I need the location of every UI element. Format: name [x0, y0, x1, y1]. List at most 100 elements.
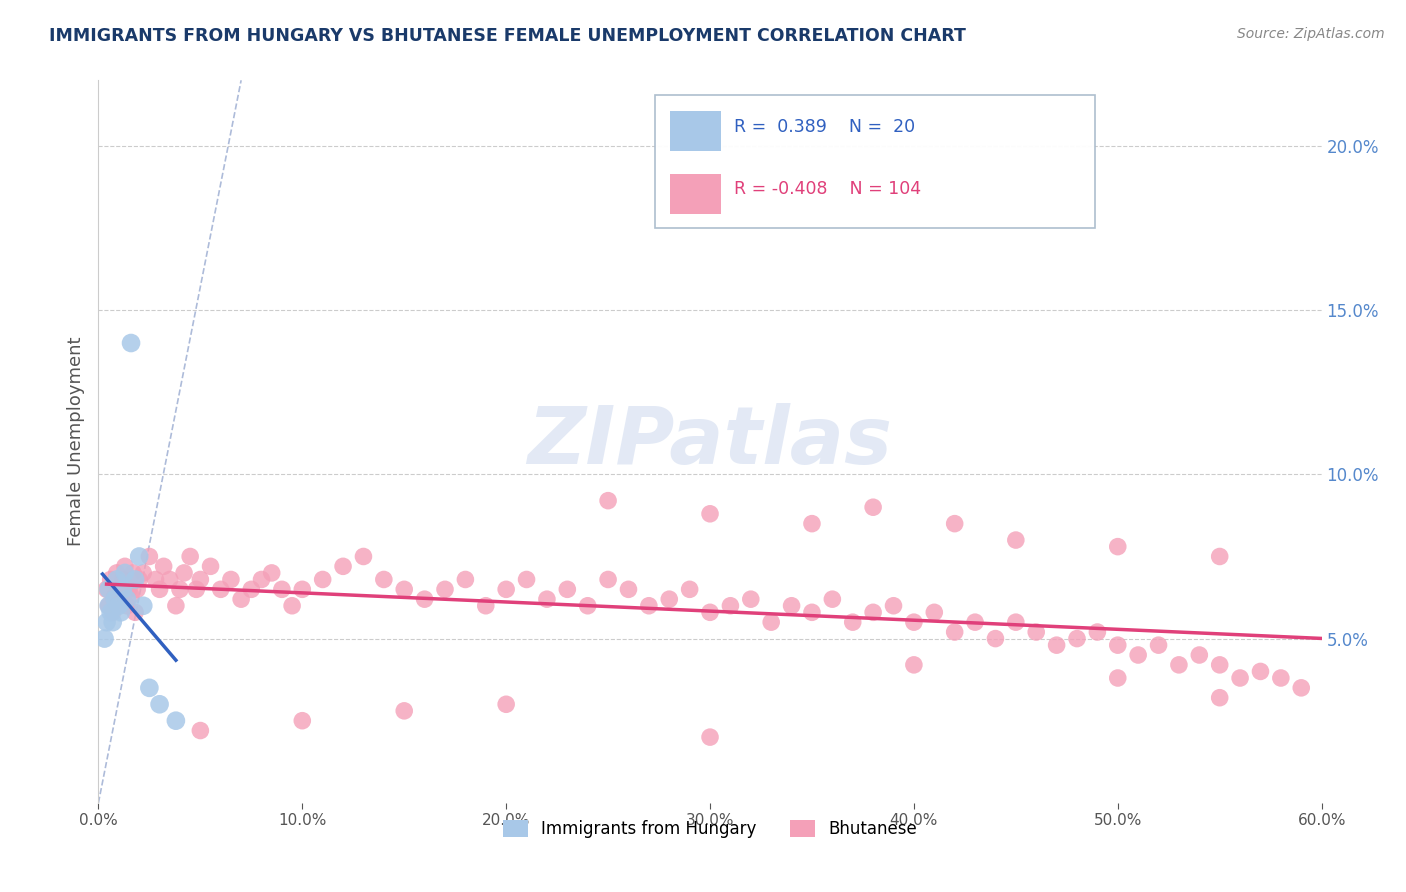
Bhutanese	[1270, 671, 1292, 685]
Bhutanese	[128, 573, 150, 587]
Bhutanese	[801, 605, 824, 619]
Bhutanese	[555, 582, 579, 597]
Immigrants from Hungary	[165, 714, 187, 728]
Bhutanese	[1004, 533, 1026, 547]
Bhutanese	[188, 573, 212, 587]
Text: R =  0.389    N =  20: R = 0.389 N = 20	[734, 119, 915, 136]
Immigrants from Hungary	[115, 592, 138, 607]
Immigrants from Hungary	[93, 632, 115, 646]
Bhutanese	[1209, 657, 1232, 672]
Immigrants from Hungary	[105, 573, 128, 587]
Bhutanese	[903, 657, 925, 672]
Bhutanese	[883, 599, 905, 613]
Immigrants from Hungary	[120, 336, 142, 351]
Bhutanese	[699, 605, 721, 619]
Bhutanese	[1045, 638, 1069, 652]
Bhutanese	[1147, 638, 1170, 652]
Bhutanese	[173, 566, 195, 580]
Bhutanese	[761, 615, 783, 630]
Bhutanese	[250, 573, 273, 587]
Bhutanese	[240, 582, 263, 597]
Immigrants from Hungary	[132, 599, 155, 613]
Bhutanese	[1107, 671, 1129, 685]
Bhutanese	[270, 582, 294, 597]
Bhutanese	[120, 589, 142, 603]
Bhutanese	[740, 592, 762, 607]
Legend: Immigrants from Hungary, Bhutanese: Immigrants from Hungary, Bhutanese	[496, 814, 924, 845]
Bhutanese	[434, 582, 457, 597]
Immigrants from Hungary	[108, 599, 131, 613]
Bhutanese	[922, 605, 945, 619]
Bhutanese	[127, 582, 149, 597]
Bhutanese	[114, 559, 136, 574]
Bhutanese	[1107, 540, 1129, 554]
Bhutanese	[169, 582, 191, 597]
Bhutanese	[1085, 625, 1108, 640]
Bhutanese	[780, 599, 803, 613]
FancyBboxPatch shape	[669, 112, 721, 151]
Bhutanese	[1128, 648, 1150, 662]
Bhutanese	[617, 582, 640, 597]
Bhutanese	[100, 573, 122, 587]
Bhutanese	[152, 559, 174, 574]
Bhutanese	[943, 625, 966, 640]
Bhutanese	[111, 573, 134, 587]
Bhutanese	[1188, 648, 1211, 662]
Bhutanese	[637, 599, 661, 613]
Bhutanese	[260, 566, 283, 580]
Bhutanese	[145, 573, 167, 587]
Bhutanese	[495, 698, 517, 712]
Bhutanese	[179, 549, 201, 564]
Bhutanese	[903, 615, 925, 630]
Immigrants from Hungary	[97, 599, 120, 613]
Immigrants from Hungary	[100, 605, 122, 619]
Bhutanese	[149, 582, 172, 597]
Bhutanese	[1004, 615, 1026, 630]
Bhutanese	[118, 582, 141, 597]
Bhutanese	[658, 592, 681, 607]
Bhutanese	[474, 599, 498, 613]
Bhutanese	[165, 599, 187, 613]
Bhutanese	[965, 615, 987, 630]
Immigrants from Hungary	[124, 573, 146, 587]
Bhutanese	[200, 559, 222, 574]
Text: ZIPatlas: ZIPatlas	[527, 402, 893, 481]
Bhutanese	[392, 582, 416, 597]
Bhutanese	[138, 549, 160, 564]
Bhutanese	[862, 605, 884, 619]
Immigrants from Hungary	[128, 549, 150, 564]
Bhutanese	[679, 582, 702, 597]
Bhutanese	[598, 573, 620, 587]
Bhutanese	[219, 573, 242, 587]
Bhutanese	[1025, 625, 1047, 640]
Bhutanese	[1249, 665, 1271, 679]
Bhutanese	[454, 573, 477, 587]
Bhutanese	[105, 566, 128, 580]
Bhutanese	[1167, 657, 1189, 672]
FancyBboxPatch shape	[655, 95, 1095, 228]
Immigrants from Hungary	[111, 582, 134, 597]
Immigrants from Hungary	[149, 698, 172, 712]
Immigrants from Hungary	[138, 681, 160, 695]
Bhutanese	[1066, 632, 1088, 646]
Bhutanese	[1107, 638, 1129, 652]
Bhutanese	[104, 589, 127, 603]
Bhutanese	[291, 582, 314, 597]
Text: Source: ZipAtlas.com: Source: ZipAtlas.com	[1237, 27, 1385, 41]
Bhutanese	[132, 566, 155, 580]
Bhutanese	[1229, 671, 1251, 685]
Bhutanese	[352, 549, 374, 564]
Immigrants from Hungary	[104, 592, 127, 607]
Bhutanese	[598, 493, 620, 508]
Immigrants from Hungary	[97, 582, 120, 597]
Bhutanese	[186, 582, 208, 597]
Bhutanese	[101, 605, 124, 619]
Bhutanese	[576, 599, 599, 613]
Bhutanese	[413, 592, 436, 607]
Bhutanese	[373, 573, 395, 587]
Bhutanese	[862, 500, 884, 515]
Bhutanese	[1291, 681, 1313, 695]
Immigrants from Hungary	[101, 615, 124, 630]
Bhutanese	[312, 573, 335, 587]
Bhutanese	[291, 714, 314, 728]
